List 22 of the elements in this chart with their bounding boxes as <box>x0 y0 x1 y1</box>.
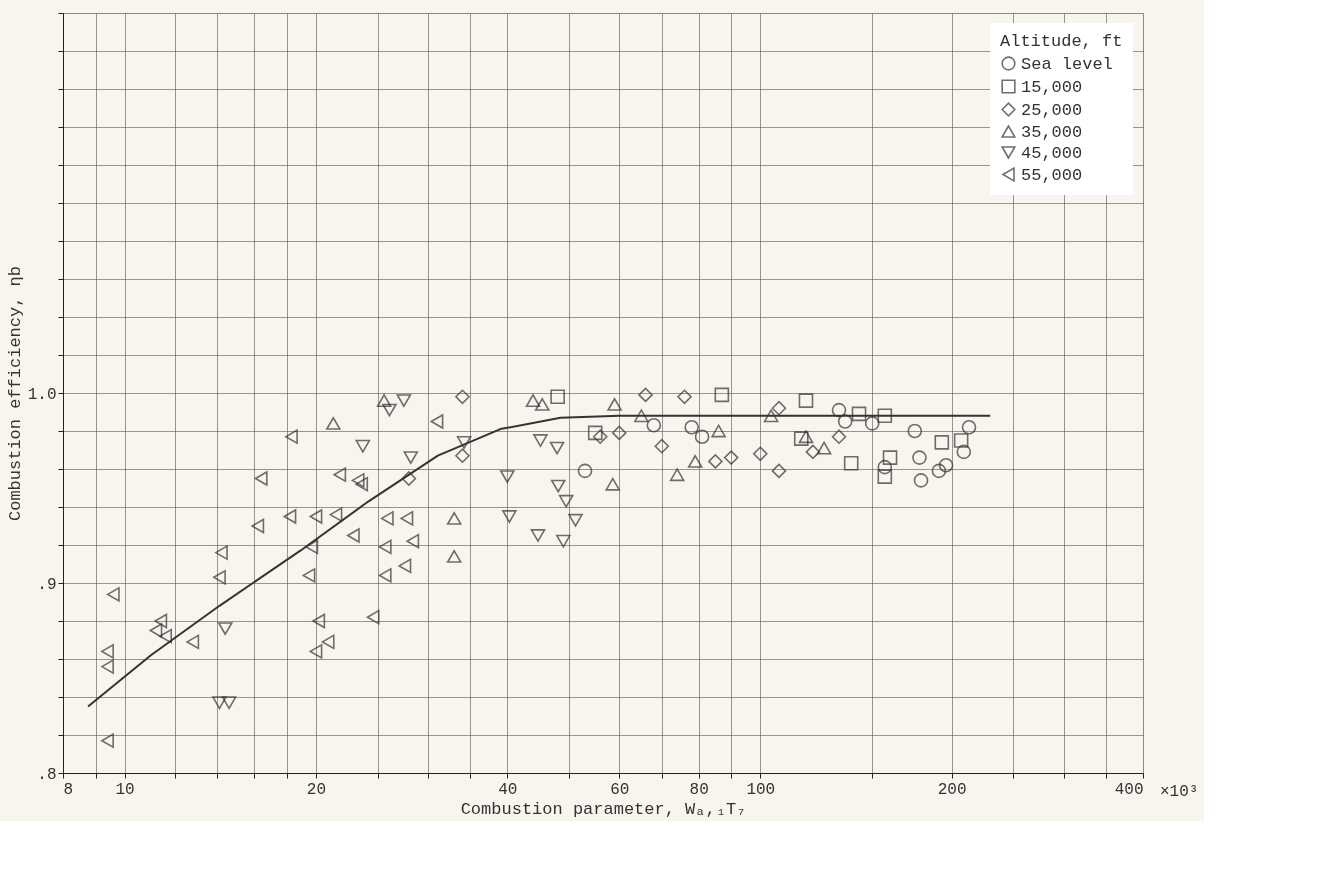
x-tick-label: 60 <box>610 780 630 799</box>
legend-title: Altitude, ft <box>1000 32 1123 51</box>
text: ×10³ <box>1160 783 1199 801</box>
legend-label: 45,000 <box>1021 143 1083 163</box>
legend-label: 15,000 <box>1021 77 1083 97</box>
y-axis-title: Combustion efficiency, ηb <box>5 265 25 522</box>
y-tick-label: .9 <box>37 575 57 594</box>
legend-label: 55,000 <box>1021 165 1083 185</box>
x-axis-title: Combustion parameter, Wₐ,₁T₇ <box>460 799 747 819</box>
legend-label: 35,000 <box>1021 122 1083 142</box>
legend-label: 25,000 <box>1021 100 1083 120</box>
x-tick-label: 20 <box>306 780 327 799</box>
x-tick-label: 80 <box>689 780 709 799</box>
legend-label: Sea level <box>1021 54 1113 74</box>
x-tick-label: 100 <box>746 780 776 799</box>
x-tick-label: 200 <box>937 780 967 799</box>
y-tick-label: 1.0 <box>27 385 57 404</box>
x-tick-label: 40 <box>498 780 518 799</box>
x-tick-label: 10 <box>115 780 135 799</box>
x-tick-label: 8 <box>63 780 74 799</box>
y-tick-label: .8 <box>37 765 57 784</box>
x-tick-label: 400 <box>1114 780 1144 799</box>
